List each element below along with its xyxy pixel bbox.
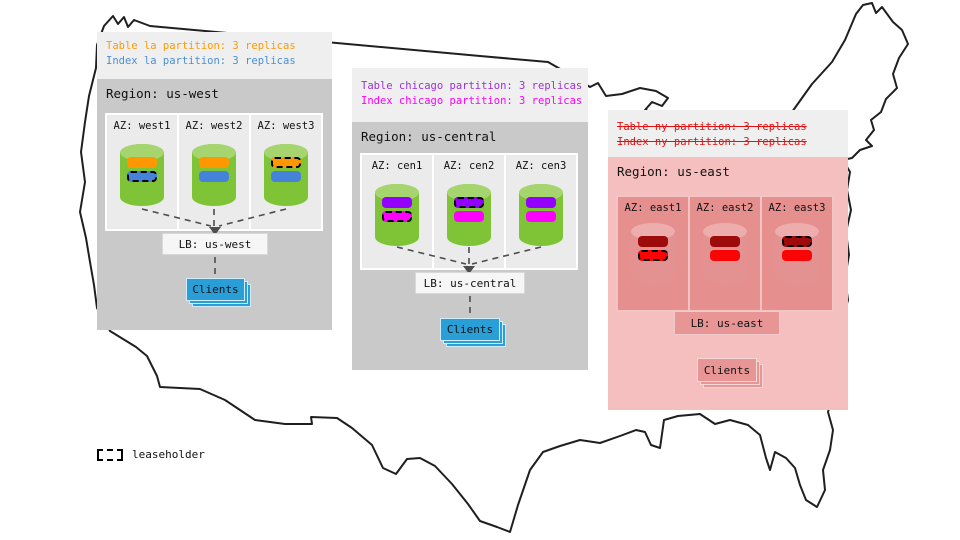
annotation-line: Index ny partition: 3 replicas xyxy=(617,136,807,148)
replica-bar-index xyxy=(454,211,484,222)
region-annotation-box: Table la partition: 3 replicas Index la … xyxy=(97,32,332,79)
annotation-line: Table ny partition: 3 replicas xyxy=(617,121,807,133)
annotation-line: Table la partition: 3 replicas xyxy=(106,40,296,52)
az-label: AZ: east1 xyxy=(624,202,682,214)
lb-box-us-central: LB: us-central xyxy=(415,272,525,294)
clients-box: Clients xyxy=(697,358,757,382)
clients-label: Clients xyxy=(446,323,494,336)
annotation-line: Index la partition: 3 replicas xyxy=(106,55,296,67)
replica-bar-table xyxy=(127,157,157,168)
az-label: AZ: west3 xyxy=(257,120,315,132)
replica-bar-table xyxy=(526,197,556,208)
replica-bar-index xyxy=(382,211,412,222)
clients-box: Clients xyxy=(186,278,245,301)
replica-bar-table xyxy=(782,236,812,247)
region-annotation-box: Table chicago partition: 3 replicas Inde… xyxy=(352,68,588,122)
replica-bar-index xyxy=(199,171,229,182)
clients-stack: Clients xyxy=(186,278,251,307)
replica-bar-table xyxy=(710,236,740,247)
legend-label: leaseholder xyxy=(132,448,205,461)
clients-stack: Clients xyxy=(440,318,506,347)
az-label: AZ: cen3 xyxy=(515,160,567,172)
clients-box: Clients xyxy=(440,318,500,341)
region-annotation-box: Table ny partition: 3 replicas Index ny … xyxy=(608,110,848,157)
lb-box-us-west: LB: us-west xyxy=(162,233,268,255)
lb-label: LB: us-central xyxy=(423,276,517,290)
replica-bar-index xyxy=(710,250,740,261)
region-title: Region: us-east xyxy=(617,164,730,179)
replica-bar-table xyxy=(199,157,229,168)
clients-stack: Clients xyxy=(697,358,763,388)
az-label: AZ: east3 xyxy=(768,202,826,214)
replica-bar-index xyxy=(526,211,556,222)
replica-bar-table xyxy=(382,197,412,208)
az-label: AZ: west1 xyxy=(113,120,171,132)
leaseholder-swatch-icon xyxy=(97,448,123,461)
replica-bar-index xyxy=(271,171,301,182)
clients-label: Clients xyxy=(703,363,751,377)
legend: leaseholder xyxy=(97,448,205,461)
annotation-line: Index chicago partition: 3 replicas xyxy=(361,95,583,107)
lb-box-us-east: LB: us-east xyxy=(674,311,780,335)
region-title: Region: us-central xyxy=(361,129,497,144)
az-label: AZ: west2 xyxy=(185,120,243,132)
region-title: Region: us-west xyxy=(106,86,219,101)
replica-bar-table xyxy=(638,236,668,247)
replica-bar-index xyxy=(127,171,157,182)
az-label: AZ: east2 xyxy=(696,202,754,214)
annotation-line: Table chicago partition: 3 replicas xyxy=(361,80,583,92)
az-label: AZ: cen1 xyxy=(371,160,423,172)
az-label: AZ: cen2 xyxy=(443,160,495,172)
replica-bar-table xyxy=(454,197,484,208)
clients-label: Clients xyxy=(192,283,239,296)
replica-bar-index xyxy=(638,250,668,261)
lb-label: LB: us-west xyxy=(178,237,252,251)
lb-label: LB: us-east xyxy=(690,316,764,330)
replica-bar-index xyxy=(782,250,812,261)
replica-bar-table xyxy=(271,157,301,168)
